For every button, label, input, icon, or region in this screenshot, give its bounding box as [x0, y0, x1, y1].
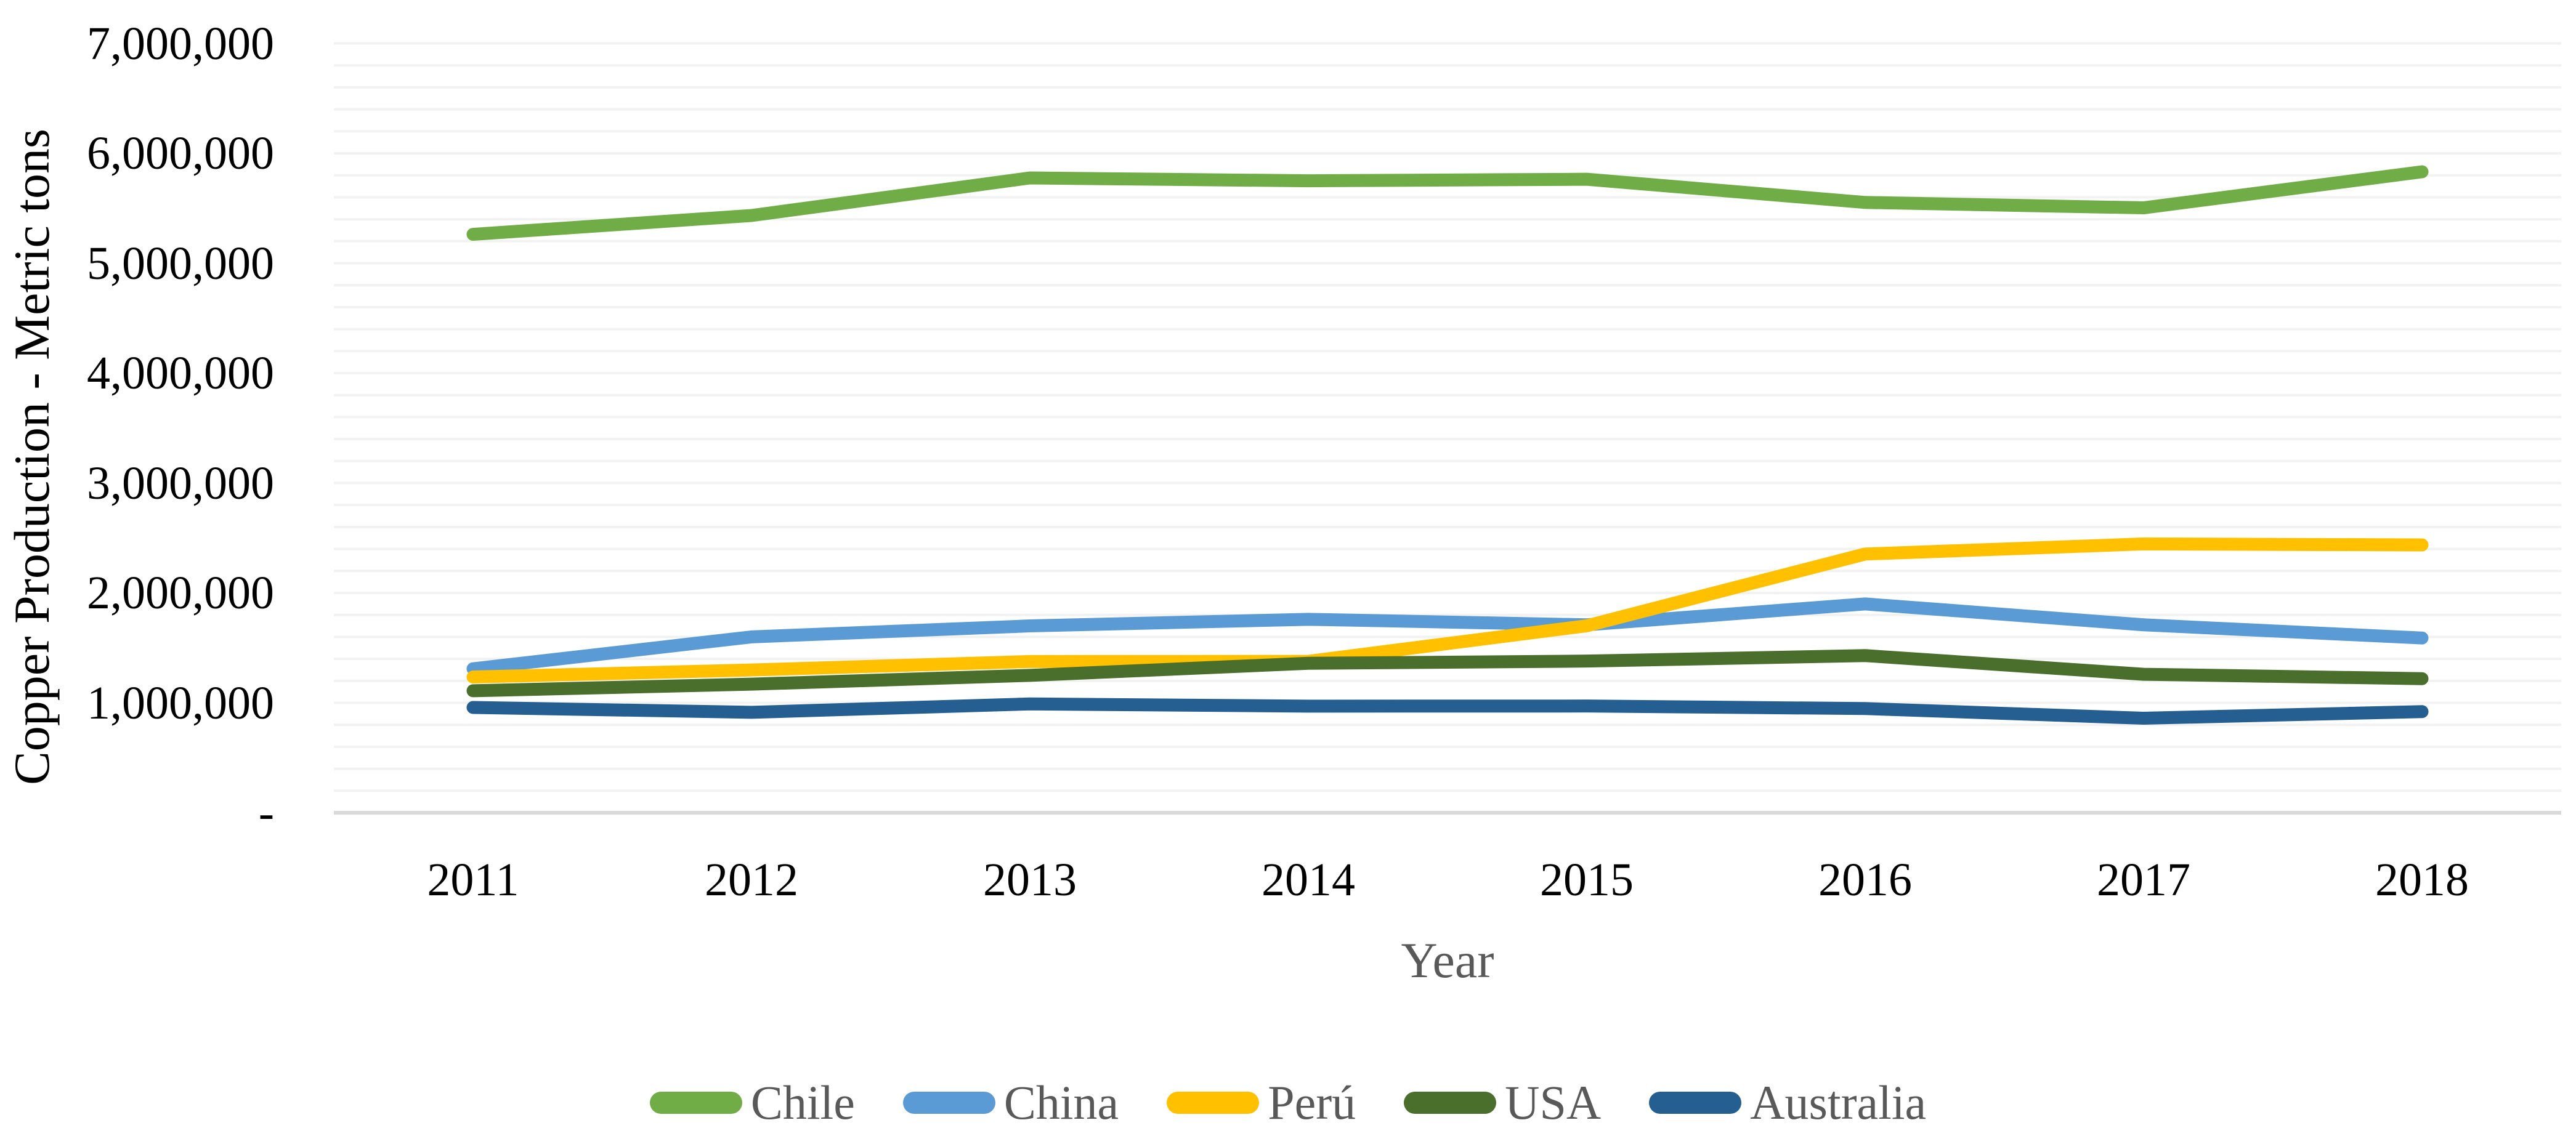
y-axis-tick-label: 4,000,000	[87, 347, 274, 399]
legend-item-china: China	[902, 1075, 1119, 1130]
y-axis-tick-label: -	[258, 787, 274, 839]
series-line-usa	[466, 649, 2429, 698]
x-axis-tick-label: 2013	[983, 854, 1077, 906]
legend-swatch-chile	[649, 1092, 742, 1114]
x-axis-tick-label: 2017	[2097, 854, 2190, 906]
x-axis-tick-label: 2016	[1818, 854, 1912, 906]
legend-swatch-australia	[1649, 1092, 1742, 1114]
y-axis-tick-label: 2,000,000	[87, 567, 274, 619]
legend-item-perú: Perú	[1167, 1075, 1356, 1130]
legend-label: Perú	[1268, 1076, 1356, 1129]
y-axis-tick-label: 3,000,000	[87, 457, 274, 509]
x-axis-tick-label: 2011	[427, 854, 519, 906]
legend-item-chile: Chile	[649, 1075, 855, 1130]
y-axis-tick-label: 1,000,000	[87, 677, 274, 729]
legend-item-australia: Australia	[1649, 1075, 1926, 1130]
legend-label: USA	[1505, 1076, 1602, 1129]
x-axis-tick-label: 2012	[705, 854, 798, 906]
legend-label: China	[1003, 1076, 1119, 1129]
series-line-australia	[466, 697, 2429, 725]
series-line-china	[466, 597, 2429, 675]
x-axis-tick-label: 2015	[1540, 854, 1634, 906]
y-axis-tick-label: 7,000,000	[87, 17, 274, 70]
legend-label: Australia	[1750, 1076, 1927, 1129]
x-axis-tick-label: 2014	[1262, 854, 1355, 906]
legend: Chile China Perú USA Australia	[0, 1070, 2576, 1136]
y-axis-tick-label: 6,000,000	[87, 127, 274, 179]
x-axis-title: Year	[1401, 932, 1494, 988]
series-line-chile	[466, 165, 2429, 241]
legend-swatch-perú	[1167, 1092, 1260, 1114]
legend-swatch-china	[902, 1092, 995, 1114]
series-line-perú	[466, 537, 2429, 684]
x-axis-tick-label: 2018	[2375, 854, 2469, 906]
legend-item-usa: USA	[1404, 1075, 1601, 1130]
legend-swatch-usa	[1404, 1092, 1497, 1114]
y-axis-tick-label: 5,000,000	[87, 237, 274, 289]
legend-label: Chile	[750, 1076, 855, 1129]
